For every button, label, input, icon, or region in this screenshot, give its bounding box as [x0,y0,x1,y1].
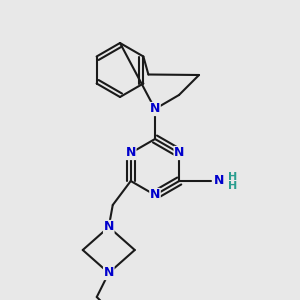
Text: N: N [214,175,224,188]
Text: N: N [103,266,114,280]
Text: N: N [150,103,160,116]
Text: H: H [228,172,238,182]
Text: N: N [126,146,136,160]
Text: H: H [228,181,238,191]
Text: N: N [150,188,160,202]
Text: N: N [103,220,114,233]
Text: N: N [174,146,184,160]
